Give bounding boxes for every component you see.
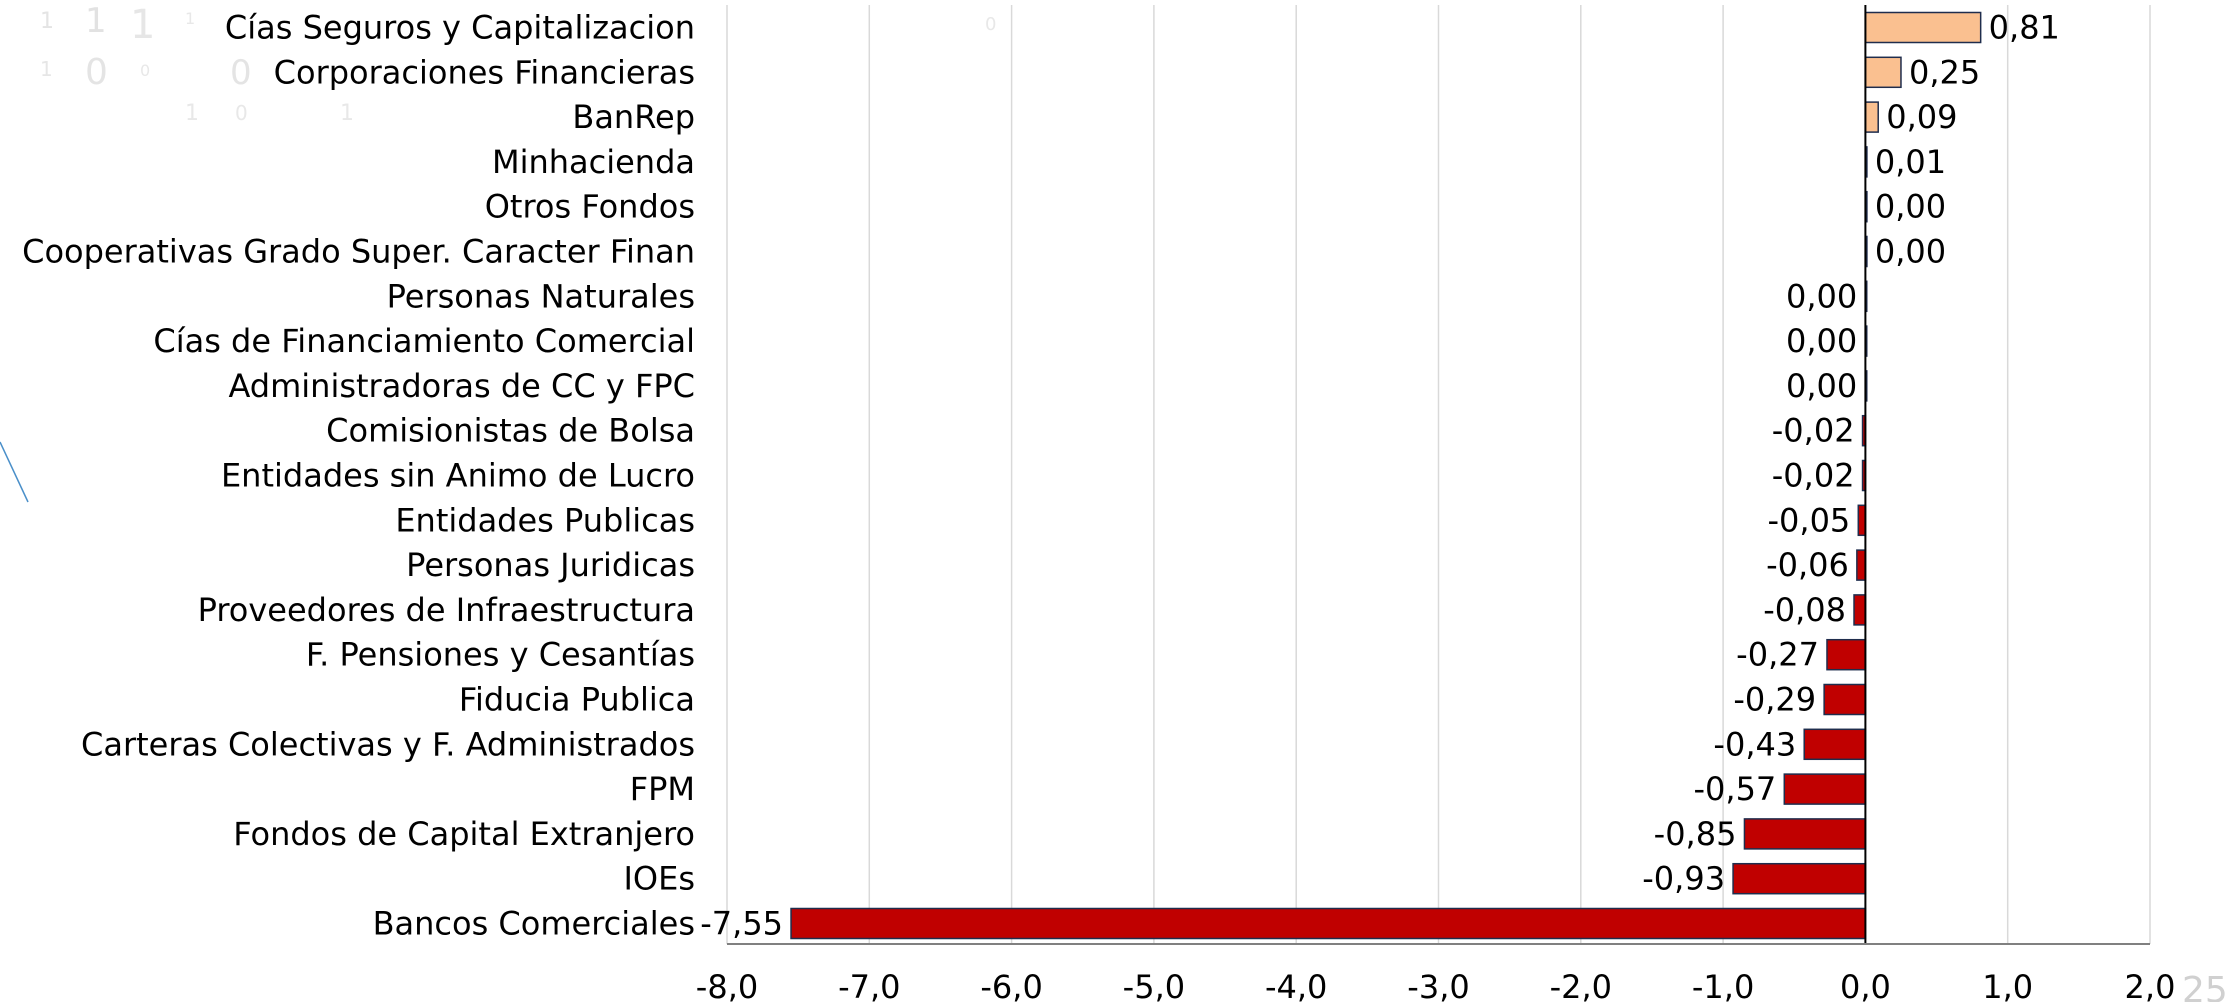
svg-text:0: 0 (230, 53, 252, 93)
x-tick-label: 1,0 (1982, 968, 2033, 1002)
data-label: -0,29 (1733, 681, 1816, 719)
category-label: F. Pensiones y Cesantías (306, 636, 695, 674)
data-label: 0,09 (1886, 98, 1957, 136)
x-tick-label: -4,0 (1265, 968, 1327, 1002)
x-tick-label: -8,0 (696, 968, 758, 1002)
data-label: 0,00 (1786, 277, 1857, 315)
bar (1853, 594, 1867, 626)
category-label: Bancos Comerciales (373, 905, 695, 943)
decorative-binary-watermark: 1 1 1 1 1 0 0 0 1 0 1 0 (40, 1, 996, 126)
svg-text:1: 1 (130, 2, 155, 48)
svg-text:0: 0 (85, 52, 108, 93)
category-label: IOEs (623, 860, 695, 898)
data-label: -0,27 (1736, 636, 1819, 674)
svg-text:1: 1 (40, 57, 53, 81)
category-label: Comisionistas de Bolsa (326, 412, 695, 450)
value-labels: 0,810,25 0,09 0,01 0,00 0,00 0,00 0,00 0,00 -0,0… (700, 9, 2060, 943)
grid (726, 5, 2151, 944)
category-label: Administradoras de CC y FPC (228, 367, 695, 405)
svg-text:0: 0 (235, 101, 248, 125)
svg-text:1: 1 (185, 101, 199, 126)
data-label: 0,00 (1875, 188, 1946, 226)
category-label: Entidades Publicas (395, 501, 695, 539)
category-label: Proveedores de Infraestructura (198, 591, 695, 629)
category-label: FPM (630, 770, 695, 808)
category-label: Cooperativas Grado Super. Caracter Finan (22, 233, 695, 271)
data-label: -0,06 (1766, 546, 1849, 584)
x-tick-labels: -8,0 -7,0 -6,0 -5,0 -4,0 -3,0 -2,0 -1,0 0,0 1,0 2,… (696, 968, 2176, 1006)
data-label: 0,01 (1875, 143, 1946, 181)
page-number: 25 (2182, 970, 2228, 1002)
bar (1857, 504, 1867, 537)
data-label: -0,02 (1772, 457, 1855, 495)
svg-text:0: 0 (140, 61, 150, 80)
x-tick-label: -6,0 (980, 968, 1042, 1002)
decorative-line (0, 441, 29, 503)
data-label: 0,00 (1786, 367, 1857, 405)
x-tick-label: -2,0 (1550, 968, 1612, 1002)
data-label: -0,93 (1642, 860, 1725, 898)
bar (1732, 862, 1867, 895)
svg-text:0: 0 (985, 14, 996, 35)
data-label: -0,57 (1693, 770, 1776, 808)
category-label: Cías de Financiamiento Comercial (153, 322, 695, 360)
svg-text:1: 1 (340, 101, 354, 126)
category-label: Cías Seguros y Capitalizacion (225, 9, 695, 47)
svg-text:1: 1 (185, 9, 195, 28)
bar (1864, 101, 1879, 133)
data-label: -0,05 (1767, 501, 1850, 539)
category-labels: Cías Seguros y Capitalizacion Corporacion… (22, 9, 695, 943)
axes (727, 5, 2150, 945)
bar (1826, 638, 1867, 671)
data-label: 0,25 (1909, 53, 1980, 91)
data-label: 0,00 (1875, 233, 1946, 271)
category-label: Personas Naturales (387, 277, 695, 315)
x-tick-label: -7,0 (838, 968, 900, 1002)
data-label: -0,08 (1763, 591, 1846, 629)
category-label: Fondos de Capital Extranjero (233, 815, 695, 853)
category-label: Fiducia Publica (459, 681, 695, 719)
data-label: -0,43 (1713, 725, 1796, 763)
x-tick-label: -3,0 (1407, 968, 1469, 1002)
data-label: 0,81 (1989, 9, 2060, 47)
bar (1864, 11, 1982, 44)
category-label: Otros Fondos (485, 188, 695, 226)
category-label: Personas Juridicas (406, 546, 695, 584)
svg-text:1: 1 (40, 9, 54, 34)
bar (1823, 683, 1867, 716)
bar (1864, 56, 1902, 89)
bar (790, 907, 1867, 940)
category-label: Entidades sin Animo de Lucro (221, 457, 695, 495)
x-tick-label: -5,0 (1123, 968, 1185, 1002)
x-tick-label: 2,0 (2125, 968, 2176, 1002)
x-tick-label: -1,0 (1692, 968, 1754, 1002)
data-label: -0,02 (1772, 412, 1855, 450)
bar (1743, 818, 1867, 850)
bars (790, 11, 1982, 940)
svg-text:1: 1 (85, 1, 107, 41)
category-label: Carteras Colectivas y F. Administrados (81, 725, 695, 763)
x-tick-label: 0,0 (1840, 968, 1891, 1002)
data-label: -7,55 (700, 905, 783, 943)
bar (1803, 728, 1867, 761)
bar (1856, 549, 1867, 581)
data-label: -0,85 (1654, 815, 1737, 853)
data-label: 0,00 (1786, 322, 1857, 360)
bar (1783, 773, 1867, 805)
category-label: Minhacienda (492, 143, 695, 181)
category-label: BanRep (572, 98, 695, 136)
category-label: Corporaciones Financieras (274, 53, 695, 91)
